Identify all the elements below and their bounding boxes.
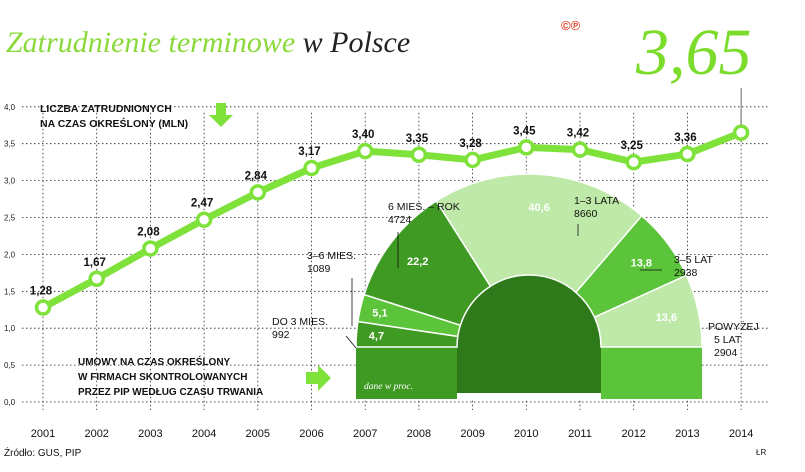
data-label: 3,40 <box>352 129 374 141</box>
x-tick-label: 2010 <box>514 428 538 440</box>
y-tick-label: 2,0 <box>4 250 16 259</box>
ring-inner-face <box>457 275 601 399</box>
x-tick-label: 2011 <box>568 428 592 440</box>
x-tick-label: 2014 <box>729 428 753 440</box>
x-tick-label: 2013 <box>675 428 699 440</box>
x-tick-label: 2003 <box>138 428 162 440</box>
data-label: 3,45 <box>513 125 536 137</box>
data-label: 2,84 <box>245 170 268 182</box>
slice-count-label: 2904 <box>714 347 738 359</box>
data-label: 2,47 <box>191 198 213 210</box>
slice-count-label: 8660 <box>574 208 598 220</box>
data-point <box>142 240 159 257</box>
y-tick-label: 0,5 <box>4 361 16 370</box>
pie-chart-title-2: W FIRMACH SKONTROLOWANYCH <box>78 372 247 383</box>
x-tick-label: 2007 <box>353 428 377 440</box>
y-tick-label: 3,0 <box>4 177 16 186</box>
y-tick-label: 2,5 <box>4 214 16 223</box>
slice-name-label: 6 MIES. – ROK <box>388 201 460 213</box>
slice-name-label: 1–3 LATA <box>574 195 619 207</box>
data-point <box>356 142 374 160</box>
line-chart-title-1: LICZBA ZATRUDNIONYCH <box>40 103 172 115</box>
slice-count-label: 2938 <box>674 267 698 279</box>
ring-side-right <box>601 347 702 399</box>
data-point <box>195 211 213 228</box>
pie-chart-title-1: UMOWY NA CZAS OKREŚLONY <box>78 355 231 368</box>
data-point <box>464 151 481 169</box>
line-chart-title-2: NA CZAS OKREŚLONY (MLN) <box>40 117 188 130</box>
source-note: Źródło: GUS, PIP <box>4 448 82 459</box>
slice-name-label: DO 3 MIES. <box>272 316 328 328</box>
slice-count-label: 992 <box>272 329 290 341</box>
title-rest: w Polsce <box>302 26 411 59</box>
data-point <box>34 299 52 316</box>
slice-name-label: 3–5 LAT <box>674 254 713 266</box>
y-tick-label: 1,5 <box>4 287 16 296</box>
highlight-value: 3,65 <box>636 16 752 89</box>
x-tick-label: 2012 <box>621 428 645 440</box>
slice-name-label: 3–6 MIES. <box>307 250 356 262</box>
x-tick-label: 2004 <box>192 428 216 440</box>
data-label: 3,17 <box>298 146 320 158</box>
y-tick-label: 1,0 <box>4 324 16 333</box>
data-label: 3,28 <box>459 138 482 150</box>
arrow-right-icon <box>306 365 331 391</box>
data-point <box>303 159 320 177</box>
y-tick-label: 0,0 <box>4 398 16 407</box>
data-point <box>88 270 105 288</box>
slice-leader <box>345 335 357 349</box>
ring-base-gap <box>457 393 601 399</box>
slice-value-label: 13,8 <box>631 258 652 270</box>
data-point <box>518 139 535 156</box>
x-tick-label: 2001 <box>31 428 55 440</box>
data-label: 3,42 <box>567 128 589 140</box>
slice-name-label-2: 5 LAT <box>714 334 742 346</box>
slice-count-label: 1089 <box>307 263 331 275</box>
slice-value-label: 22,2 <box>407 256 428 268</box>
x-tick-label: 2006 <box>299 428 323 440</box>
arrow-down-icon <box>209 103 233 127</box>
slice-value-label: 40,6 <box>528 202 549 214</box>
data-label: 2,08 <box>137 226 160 238</box>
ring-slice <box>435 173 643 294</box>
ring-side-left <box>356 347 457 399</box>
data-point <box>410 146 428 164</box>
ring-slice <box>593 274 703 348</box>
chart-title: Zatrudnienie terminowe w Polsce <box>6 26 410 60</box>
slice-value-label: 5,1 <box>372 307 387 319</box>
x-tick-label: 2002 <box>84 428 108 440</box>
data-point <box>732 124 750 141</box>
data-label: 1,67 <box>84 257 106 269</box>
pie-chart-title-3: PRZEZ PIP WEDŁUG CZASU TRWANIA <box>78 387 263 398</box>
data-point <box>249 184 267 201</box>
slice-value-label: 4,7 <box>369 331 384 343</box>
data-label: 1,28 <box>30 286 53 298</box>
slice-count-label: 4724 <box>388 214 412 226</box>
x-tick-label: 2009 <box>460 428 484 440</box>
slice-value-label: 13,6 <box>656 312 677 324</box>
data-point <box>625 153 642 171</box>
title-main: Zatrudnienie terminowe <box>6 26 296 59</box>
y-tick-label: 4,0 <box>4 103 16 112</box>
data-label: 3,35 <box>406 133 429 145</box>
x-tick-label: 2008 <box>407 428 431 440</box>
copyright-mark: ©℗ <box>561 18 581 33</box>
pie-note: dane w proc. <box>364 382 413 392</box>
data-label: 3,25 <box>621 140 644 152</box>
series-line <box>41 129 743 311</box>
data-point <box>571 141 589 158</box>
data-label: 3,36 <box>674 132 696 144</box>
x-tick-label: 2005 <box>246 428 270 440</box>
data-point <box>679 145 696 163</box>
slice-name-label: POWYŻEJ <box>708 320 759 333</box>
author-mark: ŁR <box>756 448 767 457</box>
y-tick-label: 3,5 <box>4 140 16 149</box>
